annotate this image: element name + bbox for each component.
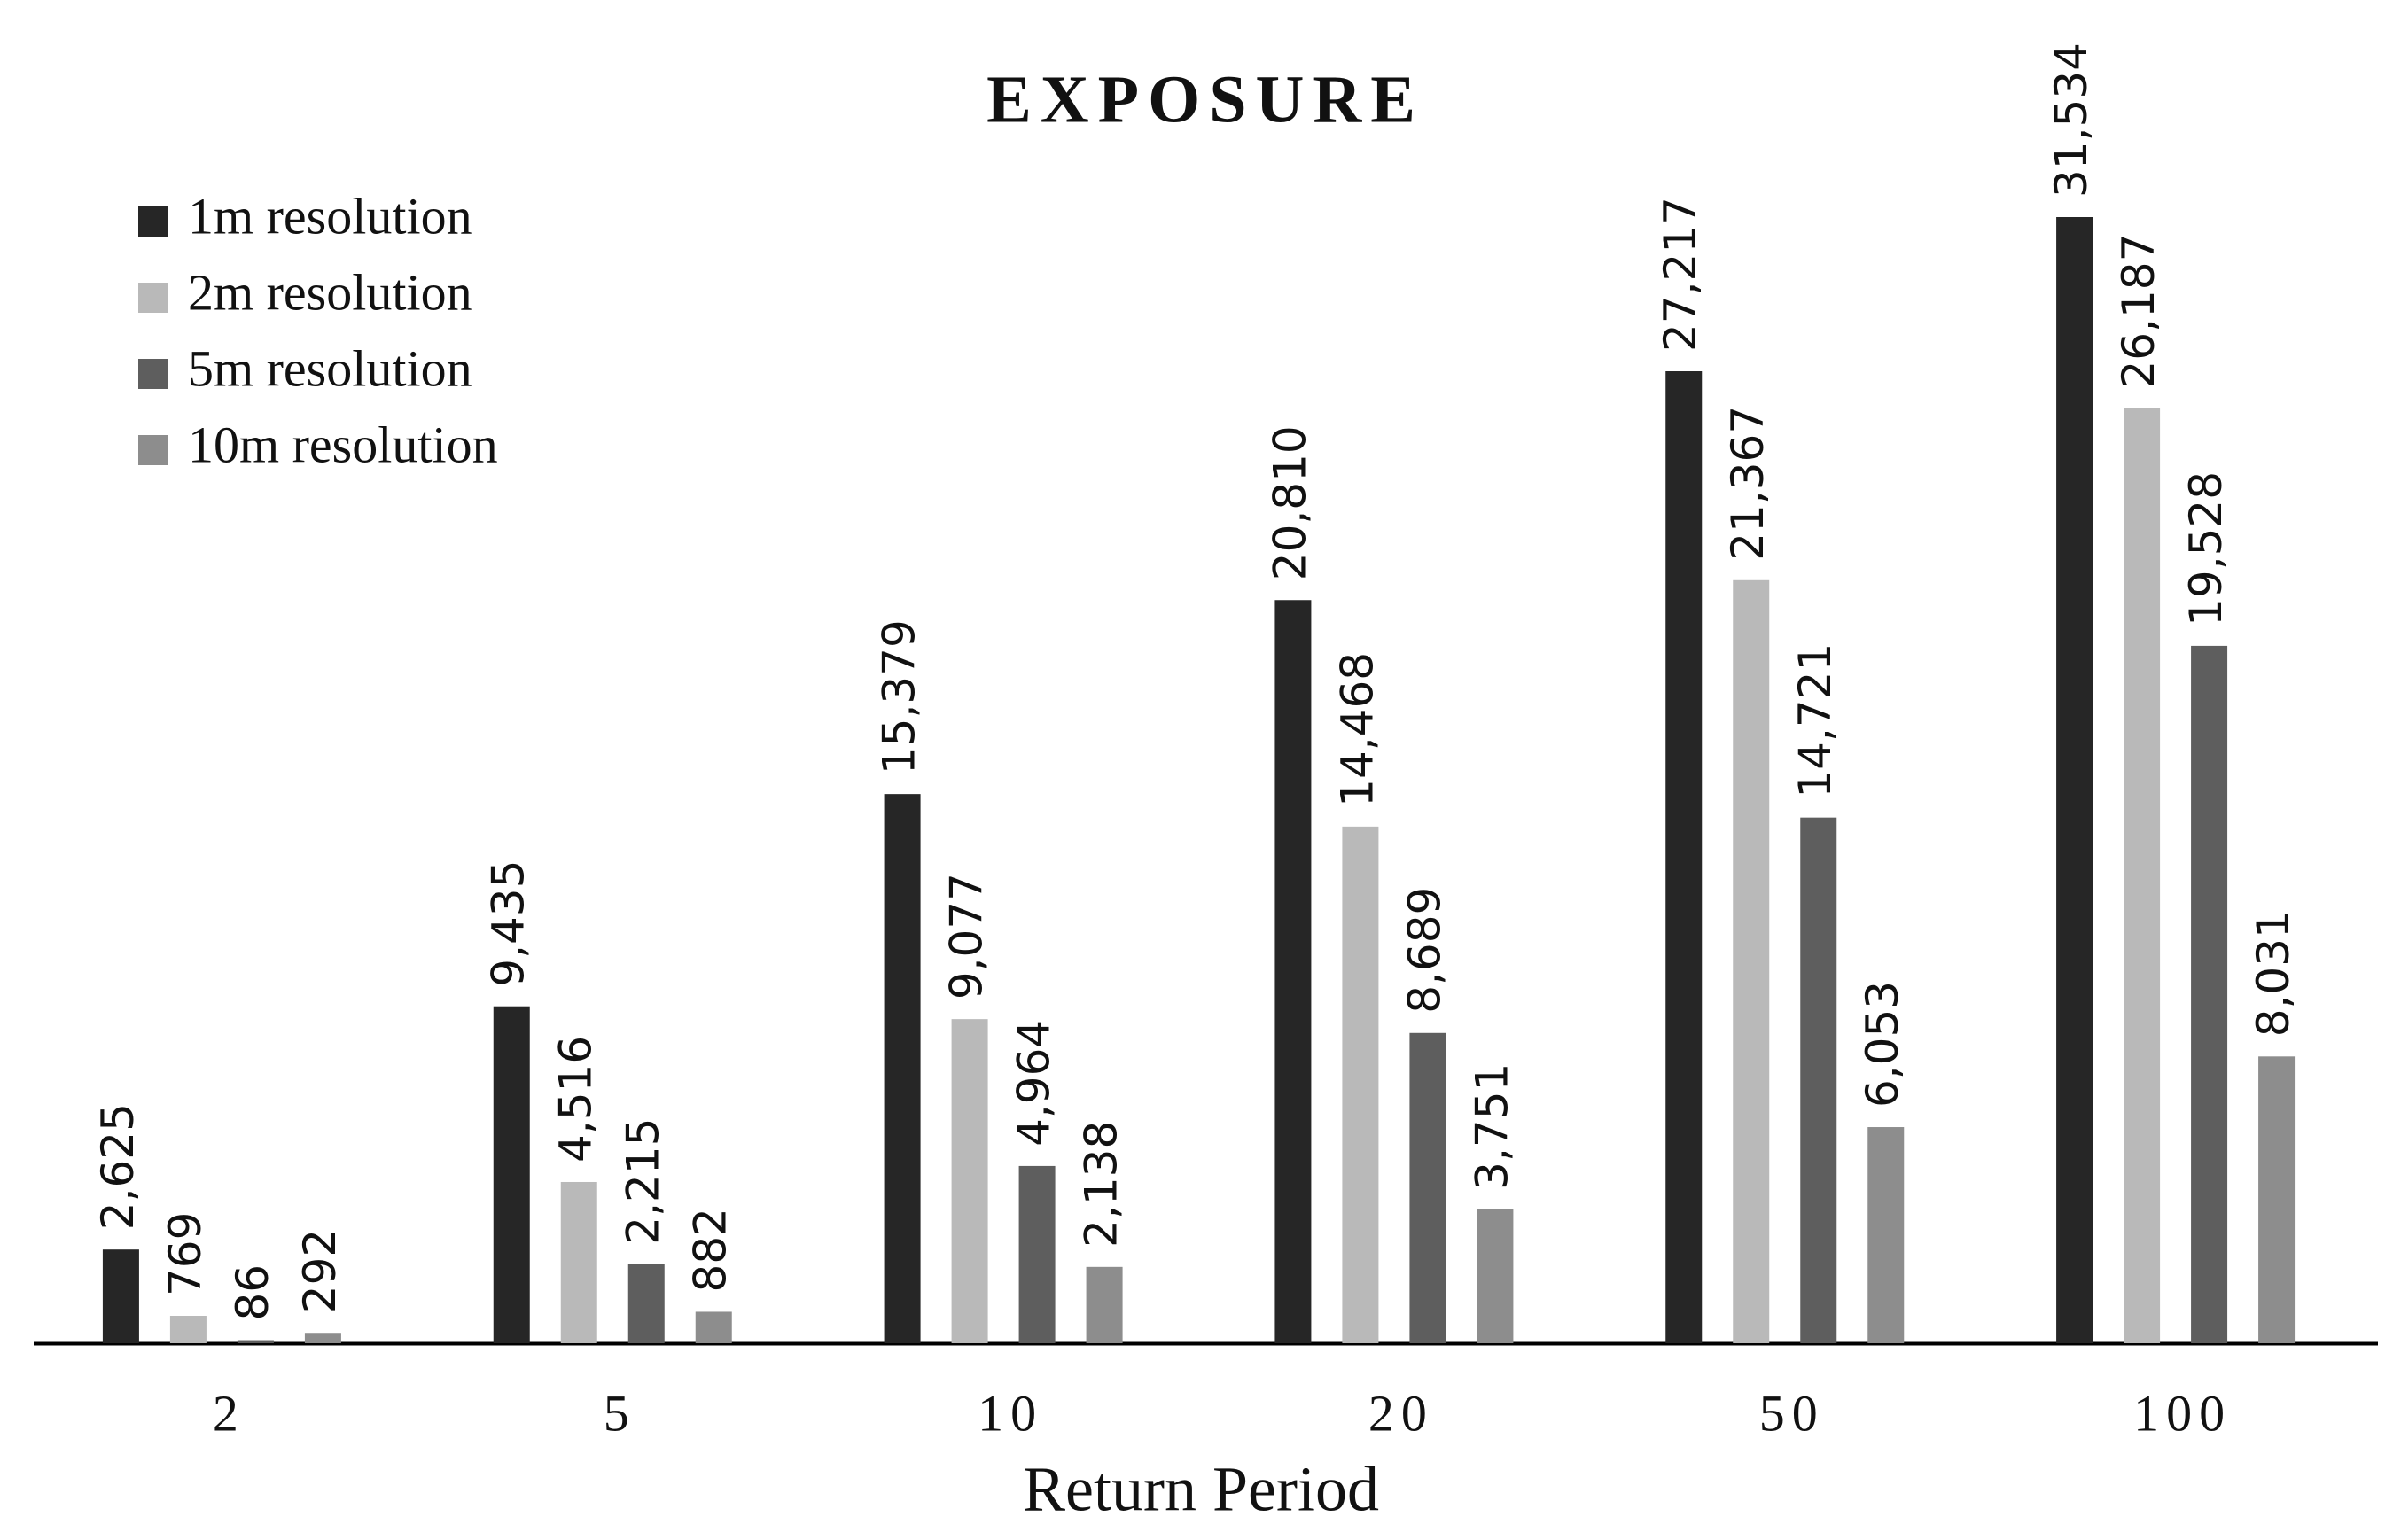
bar (102, 1249, 139, 1343)
bar (627, 1264, 665, 1343)
value-label: 9,435 (483, 860, 534, 987)
value-label: 14,721 (1789, 643, 1841, 798)
bar (1342, 826, 1379, 1343)
value-label: 4,964 (1009, 1020, 1060, 1147)
bar (237, 1340, 274, 1343)
bar (304, 1333, 341, 1343)
x-axis-title: Return Period (1023, 1454, 1379, 1525)
bar (1086, 1266, 1123, 1343)
bar (560, 1181, 597, 1343)
x-tick-label: 20 (1368, 1384, 1434, 1442)
value-label: 3,751 (1466, 1063, 1517, 1190)
legend-swatch (138, 435, 168, 465)
bar (2258, 1056, 2296, 1343)
value-label: 2,215 (618, 1118, 669, 1245)
value-label: 31,534 (2046, 43, 2097, 198)
bar (1733, 579, 1770, 1343)
chart-title: EXPOSURE (986, 62, 1424, 136)
bar (2191, 645, 2228, 1343)
legend-label: 5m resolution (188, 339, 472, 397)
bar (1274, 600, 1312, 1343)
value-label: 20,810 (1264, 425, 1315, 580)
value-label: 86 (227, 1264, 278, 1321)
bar (1477, 1209, 1514, 1343)
x-tick-label: 5 (604, 1384, 636, 1442)
value-label: 882 (685, 1208, 737, 1292)
x-tick-label: 100 (2133, 1384, 2232, 1442)
value-label: 4,516 (550, 1036, 602, 1163)
value-label: 21,367 (1722, 406, 1773, 561)
bar (695, 1311, 732, 1343)
bar (951, 1019, 988, 1343)
legend-label: 1m resolution (188, 187, 472, 245)
bar (2056, 217, 2093, 1343)
legend-label: 2m resolution (188, 263, 472, 321)
bar (1409, 1032, 1446, 1343)
value-label: 9,077 (941, 873, 993, 999)
x-tick-label: 2 (213, 1384, 246, 1442)
x-tick-label: 10 (978, 1384, 1043, 1442)
x-tick-label: 50 (1759, 1384, 1825, 1442)
bar (2124, 408, 2161, 1343)
bar (884, 794, 921, 1343)
value-label: 8,031 (2248, 910, 2299, 1037)
legend-swatch (138, 359, 168, 389)
value-label: 769 (160, 1212, 211, 1296)
bar (1018, 1165, 1056, 1343)
value-label: 14,468 (1331, 652, 1383, 807)
value-label: 19,528 (2180, 471, 2232, 626)
value-label: 6,053 (1857, 981, 1908, 1108)
value-label: 26,187 (2113, 234, 2164, 389)
bar (1867, 1127, 1905, 1343)
value-label: 2,625 (92, 1103, 144, 1230)
bar (1800, 817, 1837, 1343)
value-label: 292 (294, 1229, 346, 1313)
legend-swatch (138, 283, 168, 313)
value-label: 2,138 (1076, 1121, 1127, 1248)
legend-label: 10m resolution (188, 416, 498, 473)
value-label: 27,217 (1655, 197, 1706, 352)
legend-swatch (138, 206, 168, 237)
value-label: 15,379 (874, 619, 925, 774)
bar (1665, 370, 1703, 1343)
bar (169, 1316, 207, 1343)
bar (493, 1006, 530, 1343)
value-label: 8,689 (1399, 887, 1450, 1014)
